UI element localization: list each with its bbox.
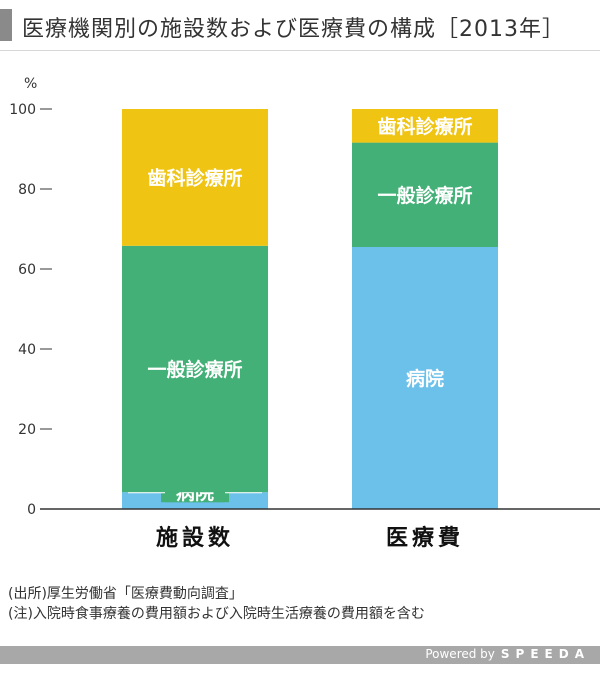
segment-label: 歯科診療所 — [147, 166, 242, 189]
bar-segment — [352, 247, 498, 509]
y-tick-label: 80 — [18, 182, 36, 198]
footer: Powered by SPEEDA — [0, 646, 600, 664]
powered-by-text: Powered by — [425, 647, 495, 661]
bar-segment — [122, 245, 268, 493]
brand-logo-text: SPEEDA — [500, 647, 590, 661]
y-tick-label: 60 — [18, 262, 36, 278]
y-tick-label: 0 — [27, 502, 36, 518]
y-tick-label: 40 — [18, 342, 36, 358]
chart-title: 医療機関別の施設数および医療費の構成［2013年］ — [22, 17, 565, 42]
segment-label: 一般診療所 — [147, 358, 242, 381]
header: 医療機関別の施設数および医療費の構成［2013年］ — [0, 0, 600, 51]
notes: (出所)厚生労働省「医療費動向調査」 (注)入院時食事療養の費用額および入院時生… — [8, 584, 425, 624]
bar-segment — [122, 109, 268, 246]
footer-credit: Powered by SPEEDA — [425, 647, 590, 661]
y-tick-label: 100 — [9, 102, 36, 118]
bar-segment — [352, 142, 498, 247]
x-category-label: 施設数 — [156, 525, 234, 551]
segment-label: 一般診療所 — [377, 184, 472, 207]
x-axis: 施設数 医療費 — [40, 508, 600, 551]
bar-segment — [352, 109, 498, 143]
x-category-label: 医療費 — [386, 525, 464, 551]
segment-label: 歯科診療所 — [377, 115, 472, 138]
segment-label: 病院 — [406, 367, 444, 390]
header-accent-bar — [0, 9, 12, 41]
y-unit-label: % — [24, 76, 37, 92]
y-axis: % 0 20 40 60 80 100 — [9, 76, 52, 518]
source-note: (出所)厚生労働省「医療費動向調査」 — [8, 586, 243, 602]
y-tick-label: 20 — [18, 422, 36, 438]
footnote: (注)入院時食事療養の費用額および入院時生活療養の費用額を含む — [8, 606, 425, 622]
